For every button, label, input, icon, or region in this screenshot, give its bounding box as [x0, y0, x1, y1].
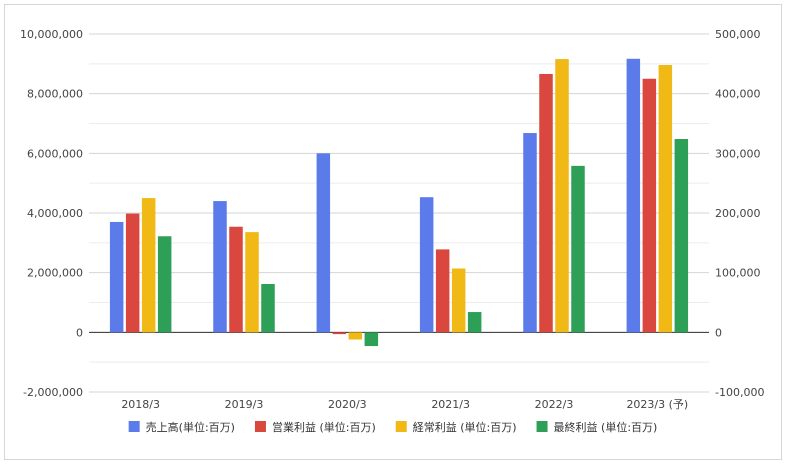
bar-series-1-2019/3 [213, 201, 227, 333]
category-label: 2019/3 [225, 398, 264, 411]
legend-swatch [395, 421, 407, 432]
bar-series-4-2023/3 (予) [674, 139, 689, 333]
bar-series-1-2018/3 [109, 221, 124, 333]
legend-label: 最終利益 (単位:百万) [554, 420, 658, 434]
left-axis-tick-labels: -2,000,000 0 2,000,000 4,000,000 6,000,000 8,… [20, 28, 83, 399]
bar-series-4-2022/3 [571, 165, 585, 333]
bar-series-4-2020/3 [364, 332, 379, 347]
bar-series-4-2019/3 [261, 284, 275, 333]
legend-swatch [128, 421, 140, 432]
bar-series-4-2018/3 [157, 236, 172, 333]
category-label: 2022/3 [535, 398, 574, 411]
bar-series-2-2018/3 [125, 213, 140, 333]
bar-series-2-2019/3 [229, 226, 243, 333]
bar-series-1-2020/3 [316, 153, 331, 333]
gridlines [89, 33, 709, 393]
left-tick-label: 0 [76, 326, 83, 339]
right-tick-label: 500,000 [715, 28, 761, 41]
legend-swatch [254, 421, 266, 432]
right-tick-label: 200,000 [715, 207, 761, 220]
left-tick-label: 6,000,000 [27, 147, 83, 160]
bar-series-3-2023/3 (予) [658, 65, 673, 333]
right-tick-label: -100,000 [715, 386, 764, 399]
right-tick-label: 300,000 [715, 147, 761, 160]
legend-label: 売上高(単位:百万) [146, 420, 235, 434]
bar-series-3-2019/3 [245, 232, 259, 333]
bar-series-3-2021/3 [451, 268, 466, 333]
bar-series-2-2023/3 (予) [642, 78, 657, 333]
category-label: 2020/3 [328, 398, 367, 411]
bar-series-3-2018/3 [141, 198, 156, 333]
legend: 売上高(単位:百万) 営業利益 (単位:百万) 経常利益 (単位:百万) 最終利益 (… [128, 420, 658, 434]
bar-series-2-2020/3 [332, 332, 347, 335]
left-tick-label: 2,000,000 [27, 267, 83, 280]
bar-series-1-2021/3 [419, 197, 434, 333]
bar-series-2-2022/3 [539, 73, 553, 333]
legend-label: 経常利益 (単位:百万) [413, 420, 517, 434]
bar-series-3-2020/3 [348, 332, 363, 340]
legend-swatch [536, 421, 548, 432]
category-label: 2021/3 [431, 398, 470, 411]
right-tick-label: 100,000 [715, 267, 761, 280]
bar-series-1-2022/3 [523, 133, 537, 333]
right-axis-tick-labels: -100,000 0 100,000 200,000 300,000 400,000 500… [715, 28, 764, 399]
left-tick-label: -2,000,000 [23, 386, 83, 399]
bar-series-4-2021/3 [467, 312, 482, 333]
bar-series-2-2021/3 [435, 249, 450, 333]
category-label: 2018/3 [121, 398, 160, 411]
bars [109, 58, 689, 347]
left-tick-label: 4,000,000 [27, 207, 83, 220]
bar-series-1-2023/3 (予) [626, 58, 641, 333]
bar-chart: -2,000,000 0 2,000,000 4,000,000 6,000,000 8,… [20, 28, 764, 434]
left-tick-label: 8,000,000 [27, 88, 83, 101]
category-label: 2023/3 (予) [626, 398, 688, 411]
right-tick-label: 400,000 [715, 88, 761, 101]
bar-series-3-2022/3 [555, 59, 569, 333]
left-tick-label: 10,000,000 [20, 28, 83, 41]
chart-container: -2,000,000 0 2,000,000 4,000,000 6,000,000 8,… [4, 4, 782, 460]
legend-label: 営業利益 (単位:百万) [272, 420, 376, 434]
x-axis-category-labels: 2018/3 2019/3 2020/3 2021/3 2022/3 2023/3 (予) [121, 398, 688, 411]
right-tick-label: 0 [715, 326, 722, 339]
